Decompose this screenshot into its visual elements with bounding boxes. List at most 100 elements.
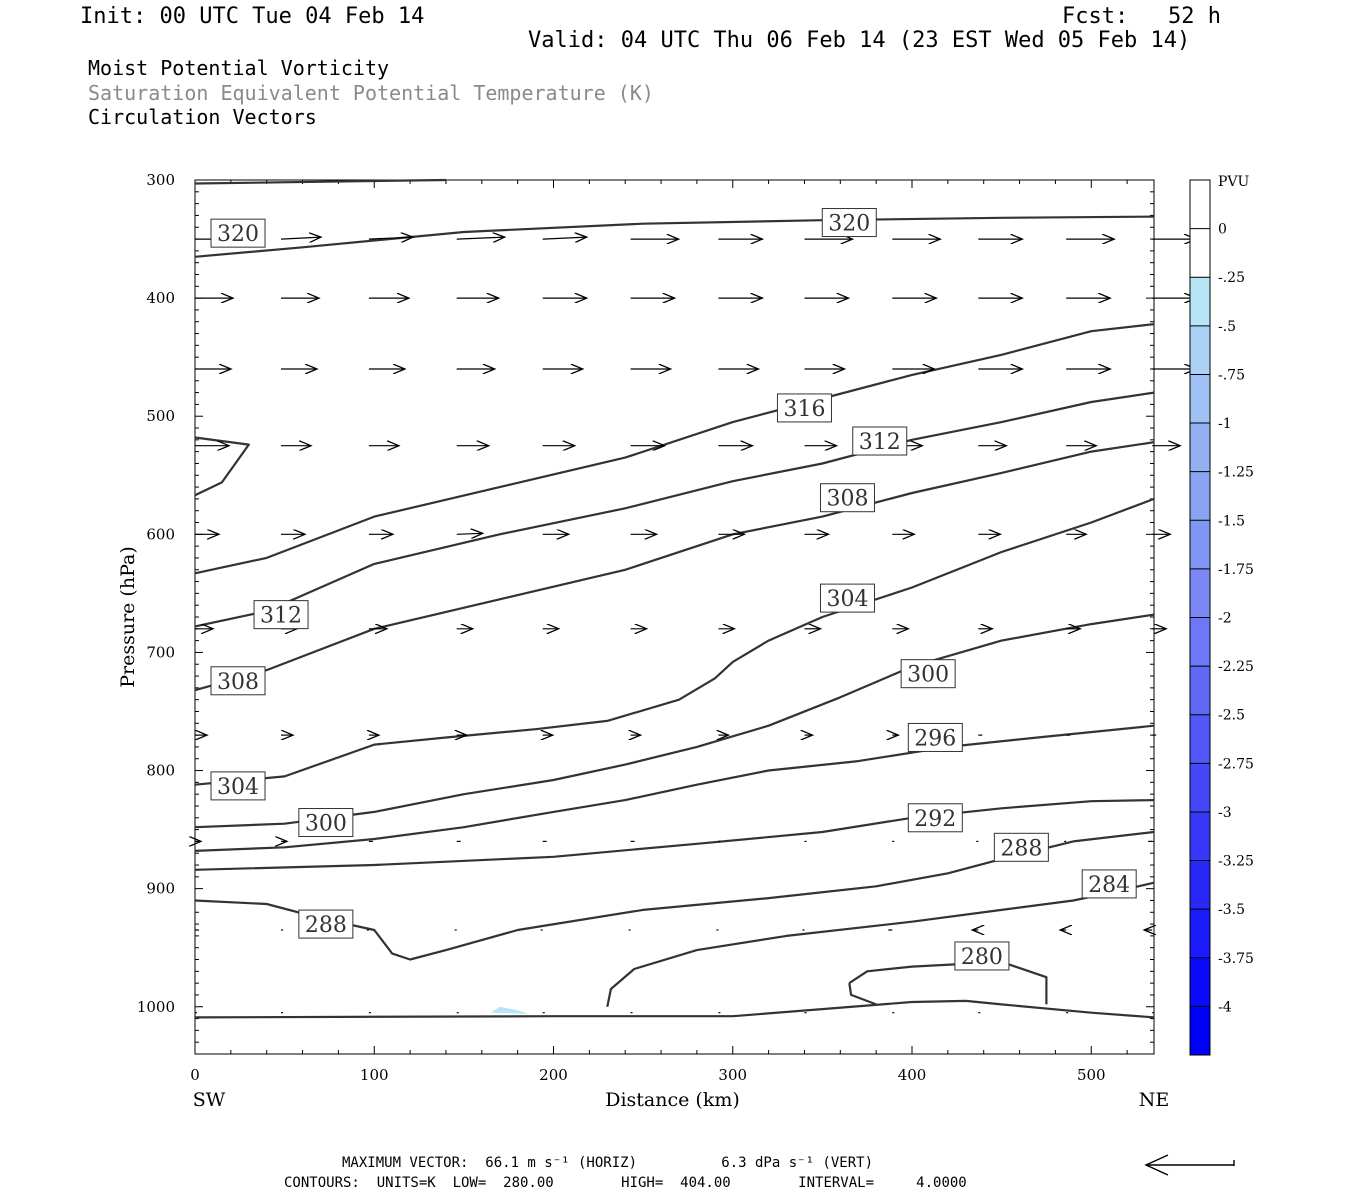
- contour-label-box: [210, 218, 266, 248]
- contour-line-6: [194, 724, 1155, 852]
- colorbar-swatch: [1190, 568, 1210, 618]
- colorbar-swatch: [1190, 180, 1210, 229]
- colorbar-swatch: [1190, 325, 1210, 375]
- colorbar-swatch: [1190, 811, 1210, 861]
- contour-label-box: [210, 771, 266, 801]
- contour-label: 296: [914, 726, 956, 751]
- contour-label: 320: [828, 212, 870, 237]
- colorbar-swatch: [1190, 471, 1210, 521]
- contour-line-4: [194, 497, 1155, 786]
- y-tick-label-1000: 1000: [137, 998, 175, 1016]
- colorbar-swatch: [1190, 277, 1210, 326]
- y-tick-label-500: 500: [146, 407, 175, 425]
- circulation-vector: [456, 237, 505, 239]
- colorbar-level-label: -.75: [1218, 367, 1245, 383]
- colorbar-level-label: -.5: [1218, 319, 1236, 335]
- contour-label: 300: [907, 663, 949, 688]
- contour-line-0: [194, 215, 1155, 258]
- contour-label-box: [954, 941, 1010, 971]
- contour-line-3: [194, 441, 1155, 692]
- colorbar-swatch: [1190, 423, 1210, 472]
- init-time: Init: 00 UTC Tue 04 Feb 14: [80, 4, 425, 29]
- contour-label: 292: [914, 807, 956, 832]
- contour-label: 284: [1088, 873, 1130, 898]
- contour-line-7: [194, 799, 1155, 871]
- contour-label: 288: [1000, 836, 1042, 861]
- x-axis-title: Distance (km): [605, 1089, 740, 1111]
- contour-label: 312: [859, 430, 901, 455]
- contour-line-11: [848, 982, 877, 1006]
- colorbar-swatch: [1190, 520, 1210, 569]
- colorbar-level-label: -4: [1218, 999, 1232, 1015]
- x-tick-label-500: 500: [1077, 1066, 1106, 1084]
- contour-label-box: [776, 393, 832, 423]
- colorbar-level-label: -3: [1218, 805, 1232, 821]
- colorbar-swatch: [1190, 909, 1210, 958]
- forecast-hour: Fcst: 52 h: [1062, 4, 1221, 29]
- colorbar-level-label: 0: [1218, 222, 1227, 238]
- colorbar-level-label: -.25: [1218, 270, 1245, 286]
- contour-line-9: [606, 881, 1155, 1008]
- contour-label-box: [821, 208, 877, 238]
- contour-label: 300: [305, 812, 347, 837]
- colorbar-swatch: [1190, 228, 1210, 278]
- y-tick-label-800: 800: [146, 762, 175, 780]
- contour-label: 280: [961, 945, 1003, 970]
- x-end-label-left: SW: [193, 1089, 226, 1111]
- contour-label: 304: [826, 587, 868, 612]
- contour-label-box: [253, 600, 309, 630]
- circulation-vector: [456, 533, 483, 534]
- contour-label-box: [298, 909, 354, 939]
- contour-line-10: [848, 960, 1048, 1005]
- colorbar-swatch: [1190, 714, 1210, 764]
- contour-label-box: [210, 666, 266, 696]
- x-tick-label-400: 400: [898, 1066, 927, 1084]
- contour-label-box: [852, 426, 908, 456]
- contour-label-box: [819, 483, 875, 513]
- colorbar-swatch: [1190, 1006, 1210, 1055]
- contour-line-5: [194, 613, 1155, 829]
- contour-line-12: [194, 999, 1155, 1019]
- colorbar-swatch: [1190, 666, 1210, 715]
- circulation-vector: [368, 237, 413, 239]
- colorbar-title: PVU: [1218, 174, 1250, 190]
- contour-info-note: CONTOURS: UNITS=K LOW= 280.00 HIGH= 404.…: [284, 1175, 967, 1191]
- valid-time: Valid: 04 UTC Thu 06 Feb 14 (23 EST Wed …: [528, 28, 1191, 53]
- negative-pv-patch-0: [490, 1006, 529, 1014]
- contour-label: 320: [217, 222, 259, 247]
- circulation-vector: [542, 237, 587, 239]
- x-end-label-right: NE: [1139, 1089, 1170, 1111]
- title-theta-es: Saturation Equivalent Potential Temperat…: [88, 81, 654, 105]
- contour-label: 308: [826, 487, 868, 512]
- y-tick-label-900: 900: [146, 880, 175, 898]
- contour-line-1: [194, 323, 1155, 575]
- colorbar-level-label: -3.75: [1218, 951, 1254, 967]
- contour-label-box: [907, 803, 963, 833]
- colorbar-level-label: -1: [1218, 416, 1232, 432]
- max-vector-note: MAXIMUM VECTOR: 66.1 m s⁻¹ (HORIZ) 6.3 d…: [342, 1155, 874, 1171]
- reference-vector-head: [1144, 1154, 1169, 1176]
- colorbar-level-label: -2.5: [1218, 708, 1245, 724]
- y-tick-label-400: 400: [146, 289, 175, 307]
- y-axis-title: Pressure (hPa): [117, 546, 139, 688]
- colorbar-level-label: -2.25: [1218, 659, 1254, 675]
- colorbar-swatch: [1190, 617, 1210, 667]
- contour-label-box: [819, 583, 875, 613]
- colorbar-level-label: -1.75: [1218, 562, 1254, 578]
- colorbar-level-label: -1.5: [1218, 513, 1245, 529]
- x-tick-label-0: 0: [190, 1066, 200, 1084]
- colorbar-level-label: -1.25: [1218, 465, 1254, 481]
- colorbar-level-label: -3.25: [1218, 854, 1254, 870]
- circulation-vector: [280, 237, 321, 239]
- contour-label: 312: [260, 604, 302, 629]
- contour-label: 308: [217, 670, 259, 695]
- colorbar-swatch: [1190, 374, 1210, 424]
- contour-label-box: [907, 722, 963, 752]
- title-circulation-vectors: Circulation Vectors: [88, 105, 317, 129]
- colorbar-level-label: -2: [1218, 611, 1232, 627]
- y-tick-label-700: 700: [146, 643, 175, 661]
- contour-label: 316: [783, 397, 825, 422]
- contour-line-2: [194, 391, 1155, 628]
- title-moist-pv: Moist Potential Vorticity: [88, 56, 390, 80]
